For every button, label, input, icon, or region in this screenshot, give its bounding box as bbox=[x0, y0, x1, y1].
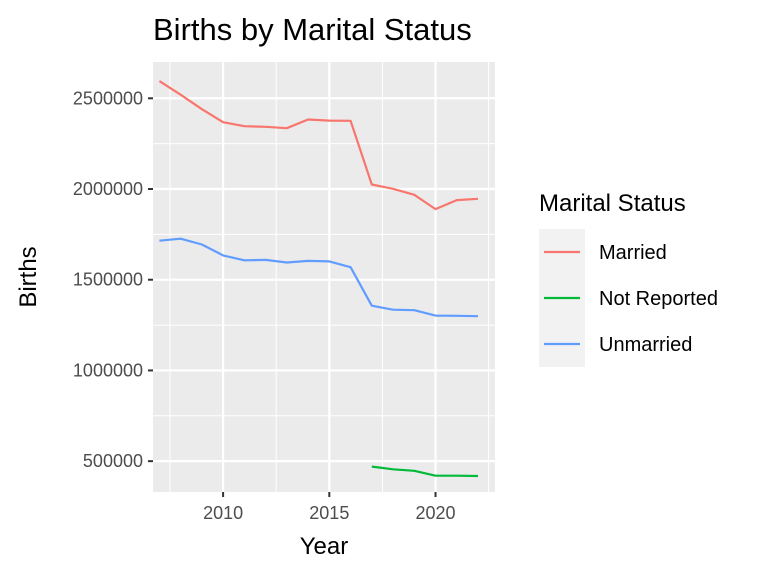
major-gridlines bbox=[153, 62, 495, 492]
axis-ticks bbox=[148, 97, 437, 497]
axis-tick-labels: 2010 2015 2020 500000 1000000 1500000 2000000 2… bbox=[73, 88, 456, 523]
legend-items: Married Not Reported Unmarried bbox=[544, 242, 718, 356]
x-tick-label: 2015 bbox=[309, 503, 349, 523]
series-line-unmarried bbox=[159, 237, 479, 318]
y-tick-label: 1000000 bbox=[73, 360, 143, 380]
x-axis-title: Year bbox=[300, 533, 349, 560]
y-tick-label: 2000000 bbox=[73, 179, 143, 199]
chart-title: Births by Marital Status bbox=[153, 12, 472, 47]
legend-label-married: Married bbox=[599, 242, 667, 264]
y-tick-label: 2500000 bbox=[73, 88, 143, 108]
legend: Marital Status Married Not Reported Unmarr… bbox=[539, 190, 718, 367]
legend-label-unmarried: Unmarried bbox=[599, 334, 692, 356]
series-lines bbox=[158, 80, 479, 478]
series-line-married bbox=[158, 80, 479, 211]
y-tick-label: 1500000 bbox=[73, 270, 143, 290]
legend-label-not-reported: Not Reported bbox=[599, 288, 718, 310]
legend-title: Marital Status bbox=[539, 190, 686, 217]
series-line-not-reported bbox=[371, 465, 479, 478]
minor-gridlines bbox=[153, 62, 495, 492]
plot-panel bbox=[153, 62, 495, 492]
y-tick-label: 500000 bbox=[83, 451, 143, 471]
y-axis-title: Births bbox=[15, 246, 42, 307]
x-tick-label: 2020 bbox=[415, 503, 455, 523]
x-tick-label: 2010 bbox=[203, 503, 243, 523]
